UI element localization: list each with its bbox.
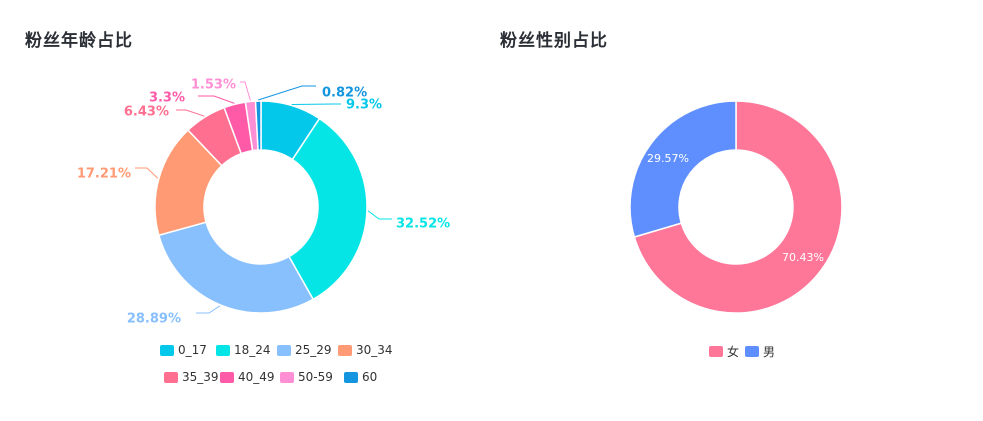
slice-gender-女[interactable] (633, 100, 843, 314)
legend-label: 35_39 (182, 370, 219, 384)
legend-item[interactable]: 女 (709, 343, 739, 360)
data-label-25_29: 28.89% (127, 312, 181, 327)
legend-item[interactable]: 18_24 (216, 343, 271, 357)
legend-label: 25_29 (295, 343, 332, 357)
legend-swatch (344, 371, 358, 383)
age-chart-title: 粉丝年龄占比 (25, 31, 133, 51)
legend-item[interactable]: 40_49 (220, 370, 275, 384)
data-label-男: 29.57% (647, 152, 689, 165)
legend-swatch (338, 344, 352, 356)
leader-line-50-59 (240, 81, 251, 101)
leader-line-35_39 (176, 109, 205, 117)
data-label-女: 70.43% (782, 251, 824, 264)
data-label-40_49: 3.3% (149, 91, 185, 106)
legend-item[interactable]: 30_34 (338, 343, 393, 357)
leader-line-0_17 (291, 103, 341, 106)
legend-item[interactable]: 60 (344, 370, 377, 384)
legend-swatch (160, 344, 174, 356)
leader-line-25_29 (196, 305, 221, 314)
legend-swatch (216, 344, 230, 356)
leader-line-30_34 (135, 167, 159, 179)
leader-line-60 (258, 85, 316, 101)
slice-gender-男[interactable] (629, 100, 737, 238)
slice-age-18_24[interactable] (288, 117, 368, 301)
legend-swatch (277, 344, 291, 356)
slice-age-25_29[interactable] (157, 221, 315, 314)
legend-item[interactable]: 50-59 (280, 370, 333, 384)
legend-label: 男 (763, 345, 776, 359)
data-label-18_24: 32.52% (396, 217, 450, 232)
legend-item[interactable]: 男 (745, 343, 775, 360)
legend-swatch (709, 346, 723, 357)
legend-label: 50-59 (298, 370, 333, 384)
data-label-35_39: 6.43% (124, 105, 169, 120)
legend-item[interactable]: 0_17 (160, 343, 207, 357)
legend-swatch (745, 346, 759, 357)
legend-swatch (220, 371, 234, 383)
legend-item[interactable]: 25_29 (277, 343, 332, 357)
legend-swatch (164, 371, 178, 383)
legend-label: 女 (727, 345, 740, 359)
legend-label: 18_24 (234, 343, 271, 357)
leader-line-40_49 (198, 95, 235, 104)
age-donut: 9.3% 32.52% 28.89% 17.21% 6.43%3.3% 1.53% 0.82… (77, 78, 450, 327)
gender-chart-title: 粉丝性别占比 (500, 31, 608, 51)
legend-label: 0_17 (178, 343, 207, 357)
legend-label: 30_34 (356, 343, 393, 357)
slice-age-60[interactable] (254, 100, 262, 151)
leader-line-18_24 (367, 210, 392, 220)
gender-donut: 70.43% 29.57% (629, 100, 843, 314)
data-label-50-59: 1.53% (191, 78, 236, 93)
data-label-30_34: 17.21% (77, 167, 131, 182)
legend-swatch (280, 371, 294, 383)
legend-item[interactable]: 35_39 (164, 370, 219, 384)
data-label-60: 0.82% (322, 86, 367, 101)
legend-label: 40_49 (238, 370, 275, 384)
data-label-0_17: 9.3% (346, 98, 382, 113)
legend-label: 60 (362, 370, 378, 384)
